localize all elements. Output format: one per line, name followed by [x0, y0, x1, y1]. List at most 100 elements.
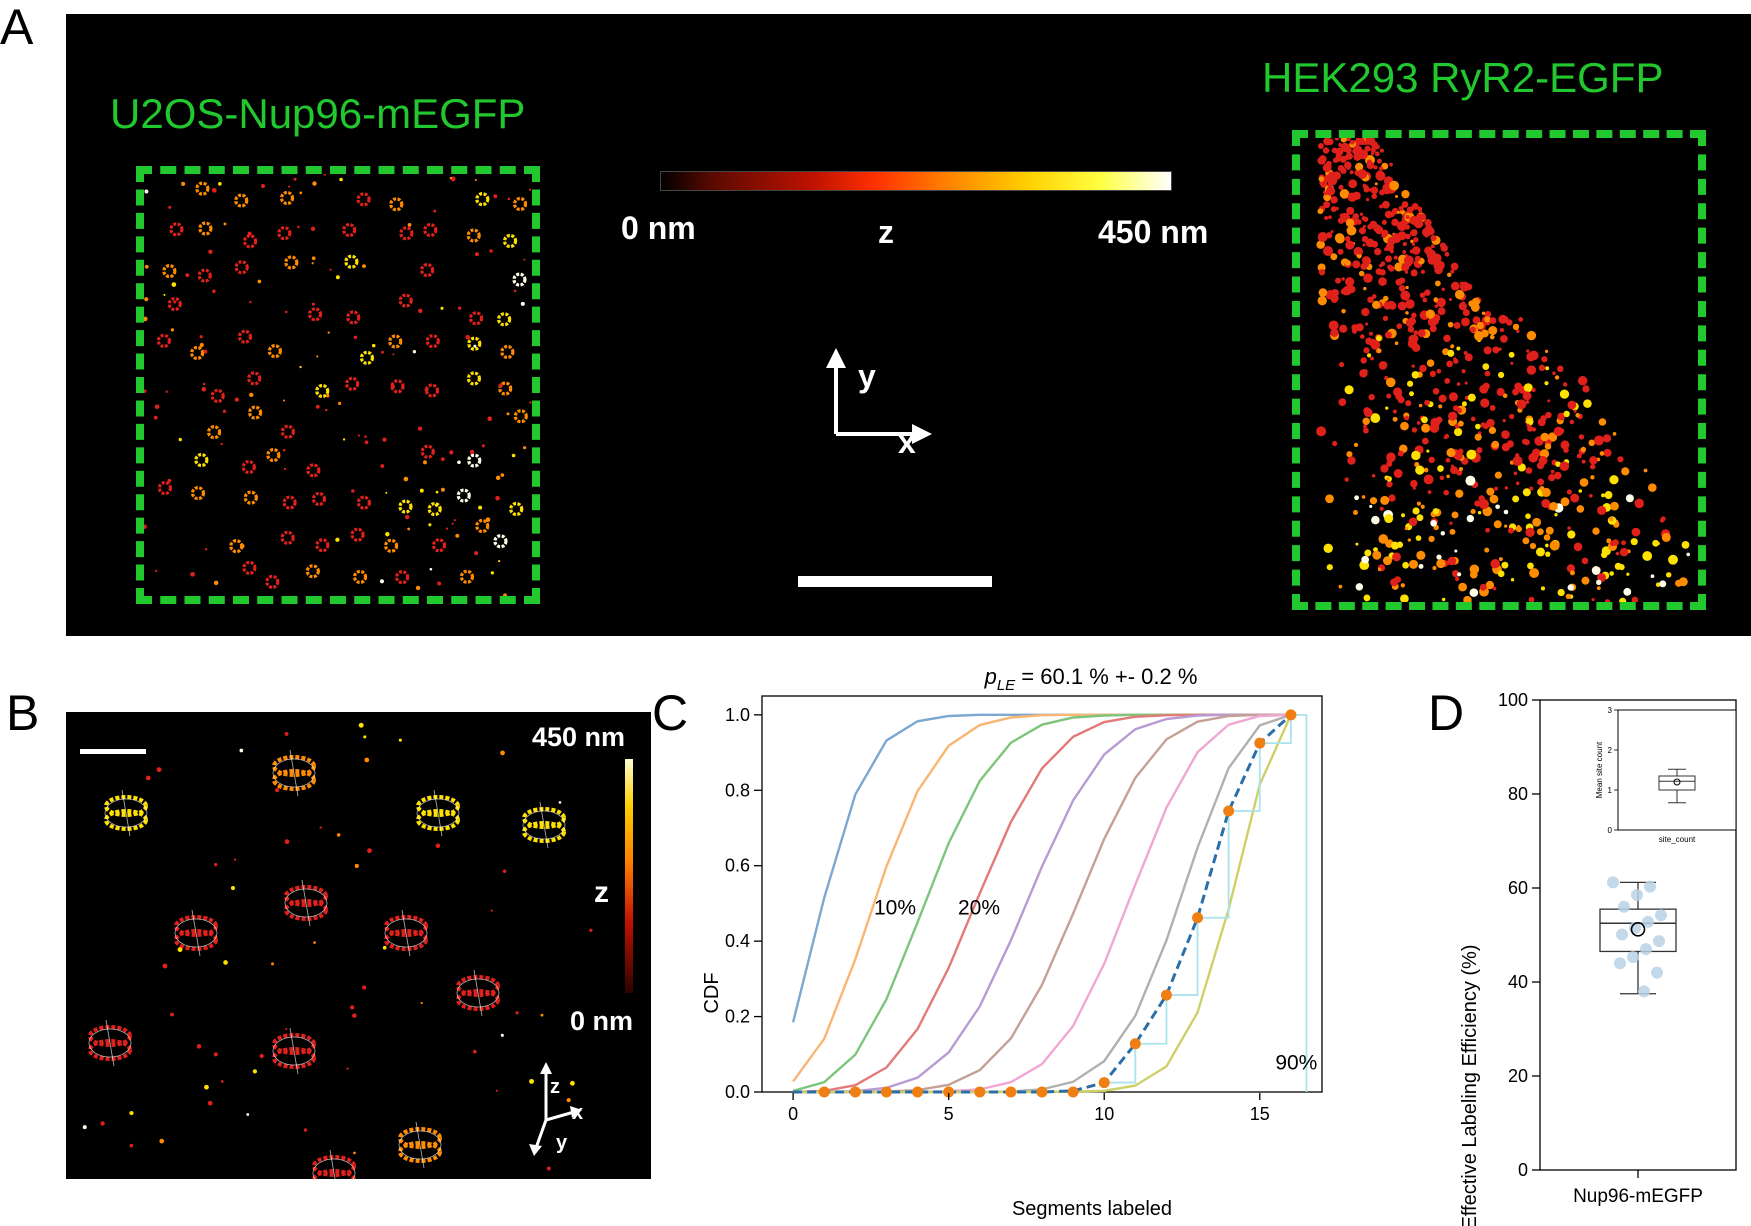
pore-upper-ring: [272, 755, 316, 777]
localization-cluster: [1386, 481, 1393, 488]
localization-cluster: [1456, 346, 1461, 351]
localization-dot: [520, 301, 525, 306]
localization-dot: [153, 415, 158, 420]
y-axis-title: CDF: [701, 972, 723, 1013]
localization-cluster: [1619, 597, 1627, 602]
nuclear-pore-ring: [190, 486, 206, 501]
localization-cluster: [1559, 389, 1570, 399]
localization-cluster: [1515, 453, 1520, 458]
localization-cluster: [1603, 448, 1612, 457]
localization-cluster: [1503, 509, 1509, 515]
nuclear-pore-ring: [356, 495, 371, 510]
localization-dot: [358, 722, 364, 728]
localization-dot: [144, 524, 147, 529]
pore-upper-ring: [456, 975, 500, 997]
localization-cluster: [1381, 162, 1389, 170]
localization-cluster: [1588, 439, 1596, 447]
localization-cluster: [1661, 532, 1671, 542]
localization-cluster: [1476, 447, 1483, 454]
localization-dot: [440, 457, 445, 462]
localization-cluster: [1351, 324, 1359, 332]
localization-cluster: [1543, 534, 1551, 541]
localization-cluster: [1470, 416, 1476, 422]
localization-cluster: [1392, 409, 1397, 414]
localization-dot: [315, 404, 320, 409]
localization-cluster: [1384, 514, 1394, 524]
localization-cluster: [1480, 398, 1490, 408]
z-colorbar: [660, 171, 1172, 191]
localization-dot: [434, 503, 439, 507]
localization-cluster: [1403, 233, 1408, 239]
localization-dot: [457, 306, 462, 310]
efficiency-axis-title: Effective Labeling Efficiency (%): [1459, 945, 1481, 1226]
pore-axis-line: [191, 909, 201, 957]
localization-cluster: [1450, 262, 1459, 271]
localization-cluster: [1424, 289, 1431, 296]
inset-x-label: site_count: [1659, 835, 1696, 844]
nup96-sample-title: U2OS-Nup96-mEGFP: [110, 90, 526, 137]
localization-cluster: [1563, 447, 1569, 453]
localization-cluster: [1408, 334, 1417, 344]
localization-cluster: [1436, 297, 1446, 308]
localization-cluster: [1461, 401, 1467, 407]
localization-cluster: [1404, 526, 1409, 531]
localization-dot: [252, 1069, 258, 1074]
pore-lower-ring: [398, 1141, 442, 1163]
localization-cluster: [1318, 288, 1328, 297]
localization-cluster: [1510, 578, 1515, 582]
localization-cluster: [1324, 215, 1329, 221]
localization-cluster: [1415, 535, 1422, 541]
nuclear-pore-ring: [356, 192, 371, 207]
localization-cluster: [1522, 537, 1530, 545]
x-axis-title: Segments labeled: [1012, 1198, 1172, 1220]
localization-cluster: [1395, 194, 1399, 198]
localization-cluster: [1361, 555, 1370, 564]
localization-dot: [247, 231, 252, 236]
localization-cluster: [1432, 387, 1440, 395]
localization-cluster: [1482, 423, 1489, 430]
localization-cluster: [1421, 423, 1431, 433]
localization-dot: [282, 399, 286, 402]
localization-cluster: [1316, 426, 1327, 437]
localization-dot: [485, 517, 491, 523]
localization-cluster: [1378, 534, 1389, 544]
localization-cluster: [1439, 475, 1445, 481]
localization-cluster: [1678, 577, 1688, 587]
localization-cluster: [1344, 477, 1349, 482]
nup96-image: [144, 174, 532, 596]
localization-cluster: [1498, 314, 1508, 324]
localization-cluster: [1491, 440, 1500, 449]
localization-cluster: [1383, 295, 1389, 302]
nuclear-pore-ring: [427, 501, 442, 517]
localization-dot: [293, 177, 297, 181]
nuclear-pore-ring: [267, 344, 282, 359]
localization-dot: [327, 331, 330, 334]
localization-cluster: [1339, 213, 1345, 218]
localization-dot: [385, 531, 390, 537]
localization-dot: [259, 1053, 264, 1059]
localization-cluster: [1579, 478, 1589, 487]
pore-fit-outline: [416, 798, 460, 828]
pore-axis-line: [473, 969, 483, 1017]
localization-cluster: [1461, 369, 1466, 374]
localization-cluster: [1347, 456, 1356, 465]
pore-fit-outline: [456, 978, 500, 1008]
localization-dot: [167, 478, 172, 483]
localization-dot: [168, 205, 172, 209]
localization-cluster: [1455, 489, 1464, 498]
localization-cluster: [1430, 244, 1435, 249]
panel-a-microscopy: U2OS-Nup96-mEGFP HEK293 RyR2-EGFP 0 nm z…: [66, 14, 1751, 636]
localization-cluster: [1362, 417, 1370, 425]
panel-label-c: C: [652, 685, 689, 741]
localization-cluster: [1416, 501, 1422, 506]
localization-cluster: [1482, 382, 1490, 390]
localization-cluster: [1576, 505, 1585, 513]
nuclear-pore-ring: [342, 222, 357, 238]
localization-cluster: [1384, 255, 1393, 263]
localization-dot: [178, 437, 182, 442]
data-point: [880, 1086, 892, 1098]
localization-cluster: [1481, 311, 1486, 315]
localization-cluster: [1355, 542, 1359, 546]
localization-cluster: [1395, 278, 1403, 286]
localization-cluster: [1421, 437, 1429, 445]
